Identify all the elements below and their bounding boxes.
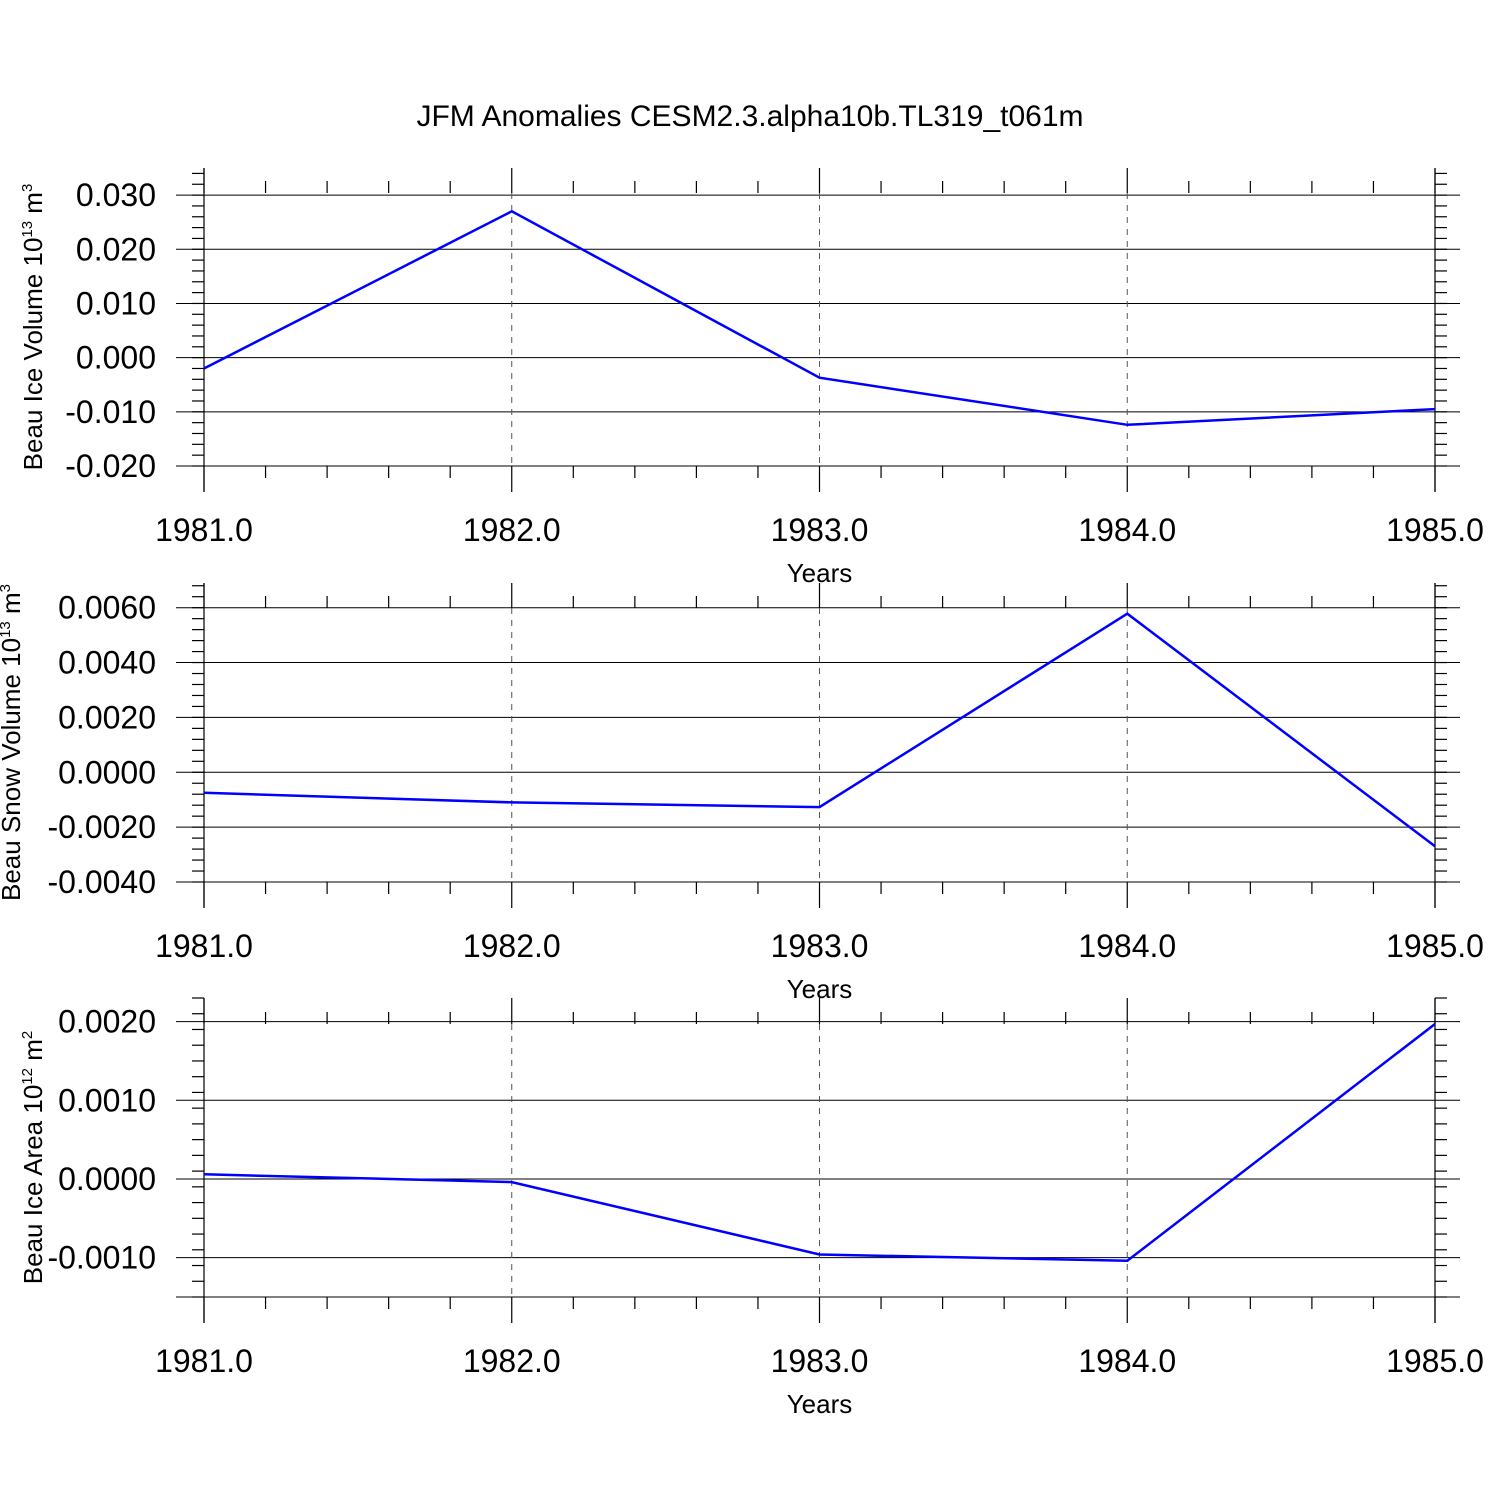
y-tick-label: -0.0020 [47, 809, 156, 845]
panel-ice-area: -0.0010 0.0000 0.0010 0.0020 1981.0 1982.0 198… [18, 997, 1484, 1419]
x-tick-label: 1984.0 [1078, 512, 1176, 548]
y-tick-label: 0.0020 [58, 1004, 156, 1040]
series-line [203, 1023, 1436, 1263]
y-tick-label: 0.0000 [58, 754, 156, 790]
x-tick-label: 1981.0 [155, 928, 253, 964]
x-tick-label: 1984.0 [1078, 1343, 1176, 1379]
x-tick-label: 1983.0 [771, 928, 869, 964]
x-tick-label: 1982.0 [463, 512, 561, 548]
page-title: JFM Anomalies CESM2.3.alpha10b.TL319_t06… [416, 100, 1084, 133]
x-tick-label: 1984.0 [1078, 928, 1176, 964]
y-axis-title: Beau Ice Area 1012 m2 [18, 1031, 48, 1284]
x-tick-label: 1985.0 [1386, 512, 1484, 548]
y-tick-label: 0.010 [76, 285, 156, 321]
panel-ice-volume: -0.020 -0.010 0.000 0.010 0.020 0.030 1981.0 19… [18, 168, 1484, 588]
y-axis-title: Beau Ice Volume 1013 m3 [18, 184, 48, 471]
x-tick-label: 1982.0 [463, 1343, 561, 1379]
x-tick-label: 1983.0 [771, 512, 869, 548]
y-tick-label: 0.0000 [58, 1161, 156, 1197]
y-tick-label: 0.0040 [58, 645, 156, 681]
x-tick-label: 1983.0 [771, 1343, 869, 1379]
y-tick-label: 0.020 [76, 231, 156, 267]
y-tick-label: 0.000 [76, 340, 156, 376]
x-tick-label: 1981.0 [155, 512, 253, 548]
x-axis-title: Years [787, 1389, 853, 1419]
y-tick-label: 0.030 [76, 177, 156, 213]
y-tick-label: 0.0020 [58, 699, 156, 735]
y-tick-label: -0.010 [65, 394, 156, 430]
x-tick-label: 1981.0 [155, 1343, 253, 1379]
y-tick-label: 0.0060 [58, 590, 156, 626]
y-axis-title: Beau Snow Volume 1013 m3 [0, 584, 26, 901]
y-tick-label: 0.0010 [58, 1082, 156, 1118]
y-tick-label: -0.020 [65, 448, 156, 484]
x-tick-label: 1985.0 [1386, 928, 1484, 964]
x-tick-label: 1985.0 [1386, 1343, 1484, 1379]
y-tick-label: -0.0010 [47, 1240, 156, 1276]
y-tick-label: -0.0040 [47, 864, 156, 900]
panel-snow-volume: -0.0040 -0.0020 0.0000 0.0020 0.0040 0.0060 19… [0, 583, 1484, 1004]
x-tick-label: 1982.0 [463, 928, 561, 964]
